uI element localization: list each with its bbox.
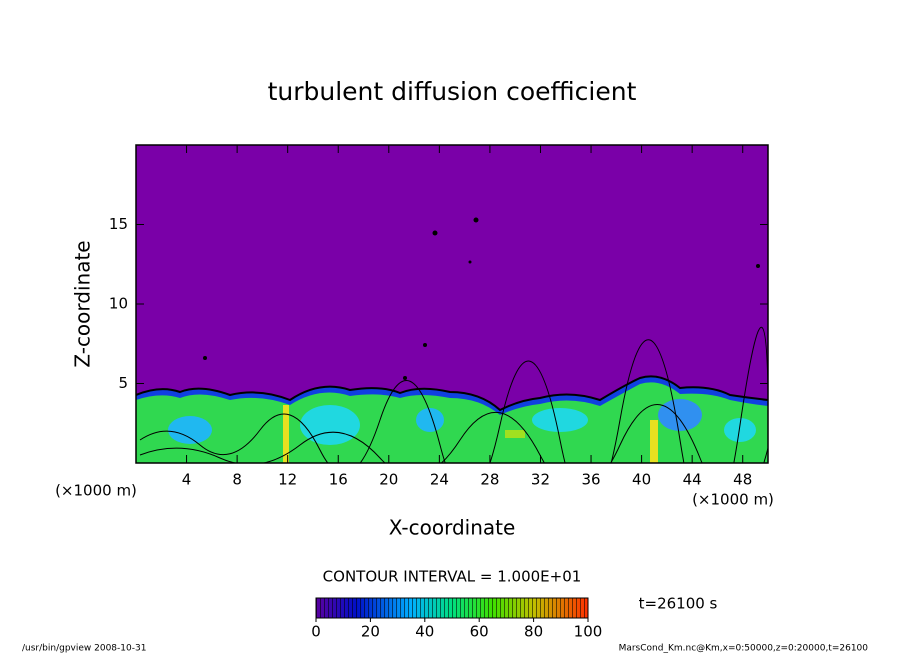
x-tick-label: 32	[531, 471, 550, 489]
x-tick-label: 36	[581, 471, 600, 489]
x-tick-label: 28	[480, 471, 499, 489]
colorbar-tick-label: 60	[470, 623, 489, 641]
colorbar-tick-label: 40	[415, 623, 434, 641]
colorbar-frame	[315, 597, 589, 619]
y-axis-label: Z-coordinate	[71, 240, 95, 367]
x-tick-label: 12	[278, 471, 297, 489]
colorbar-tick-label: 80	[524, 623, 543, 641]
y-tick-label: 15	[109, 215, 128, 233]
colorbar-tick-label: 0	[311, 623, 321, 641]
footer-right: MarsCond_Km.nc@Km,x=0:50000,z=0:20000,t=…	[619, 644, 869, 654]
x-axis-label: X-coordinate	[389, 516, 516, 540]
x-tick-label: 48	[733, 471, 752, 489]
colorbar-tick-label: 20	[361, 623, 380, 641]
y-tick-label: 10	[109, 295, 128, 313]
x-tick-label: 20	[379, 471, 398, 489]
x-tick-label: 40	[632, 471, 651, 489]
footer-left: /usr/bin/gpview 2008-10-31	[22, 644, 146, 654]
x-tick-label: 16	[329, 471, 348, 489]
x-tick-label: 8	[232, 471, 242, 489]
chart-title: turbulent diffusion coefficient	[268, 77, 637, 106]
contour-field	[136, 145, 768, 463]
x-unit-right: (×1000 m)	[692, 491, 774, 509]
y-tick-label: 5	[118, 374, 128, 392]
colorbar-tick-label: 100	[574, 623, 603, 641]
x-unit: (×1000 m)	[55, 482, 137, 500]
contour-interval: CONTOUR INTERVAL = 1.000E+01	[323, 568, 582, 586]
x-tick-label: 4	[182, 471, 192, 489]
x-tick-label: 44	[683, 471, 702, 489]
x-tick-label: 24	[430, 471, 449, 489]
time-label: t=26100 s	[639, 595, 718, 613]
